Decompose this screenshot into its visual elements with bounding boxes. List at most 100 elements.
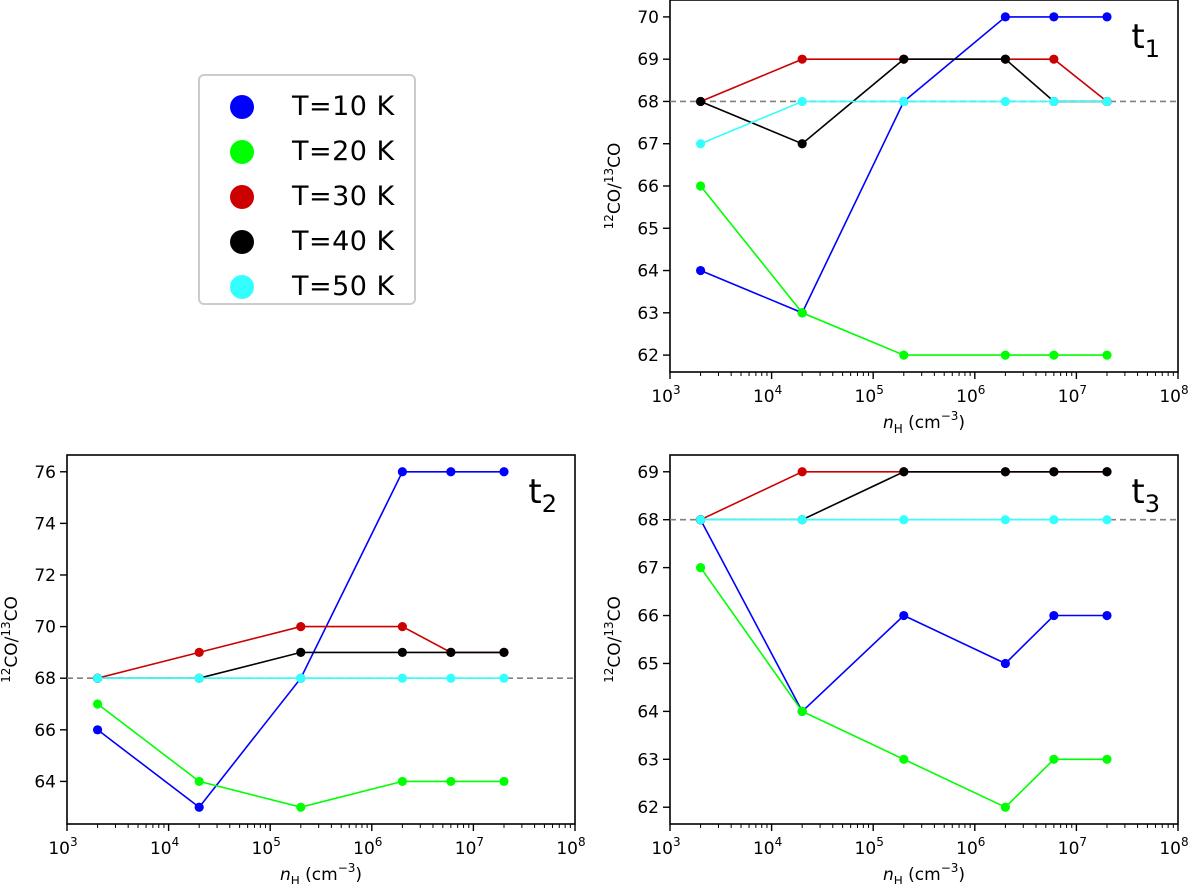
panel-label: t1 <box>1131 17 1160 63</box>
data-point <box>695 181 706 191</box>
data-point <box>92 673 103 683</box>
y-tick-label: 69 <box>637 463 659 483</box>
y-tick-label: 63 <box>637 750 659 770</box>
series-line <box>700 100 1107 145</box>
data-point <box>194 802 204 812</box>
data-point <box>296 802 306 812</box>
data-point <box>194 776 204 787</box>
data-point <box>1000 802 1010 812</box>
data-point <box>797 139 807 149</box>
series-t50 <box>695 515 1112 525</box>
y-axis-label: 12CO/13CO <box>602 596 625 683</box>
y-tick-label: 64 <box>34 772 56 792</box>
y-tick-label: 65 <box>637 654 659 674</box>
data-point <box>1049 96 1059 107</box>
series-t10 <box>695 515 1112 716</box>
data-point <box>1102 610 1112 621</box>
x-tick-label: 105 <box>855 835 884 859</box>
series-line <box>97 703 504 809</box>
y-tick-label: 65 <box>637 219 659 239</box>
legend-entry-t50: T=50 K <box>200 264 414 309</box>
data-point <box>695 563 706 573</box>
data-point <box>695 265 706 276</box>
x-tick-label: 104 <box>753 383 782 407</box>
data-point <box>397 647 407 658</box>
data-point <box>899 754 909 764</box>
plot-frame <box>669 454 1179 825</box>
data-point <box>397 776 407 787</box>
x-tick-label: 105 <box>855 383 884 407</box>
data-point <box>446 647 456 658</box>
y-axis-label: 12CO/13CO <box>0 596 22 683</box>
data-point <box>1049 754 1059 764</box>
x-tick-label: 107 <box>455 835 484 859</box>
plot-frame <box>669 0 1179 373</box>
data-point <box>797 96 807 107</box>
series-t20 <box>695 563 1112 812</box>
panel-label: t3 <box>1131 472 1160 518</box>
y-axis-label: 12CO/13CO <box>602 143 625 230</box>
data-point <box>1000 54 1010 64</box>
y-tick-label: 70 <box>34 618 56 638</box>
legend-label-t50: T=50 K <box>292 271 395 302</box>
data-point <box>296 647 306 658</box>
x-tick-label: 103 <box>651 835 680 859</box>
legend-label-t20: T=20 K <box>292 136 395 167</box>
legend-entry-t10: T=10 K <box>200 84 414 129</box>
x-tick-label: 105 <box>252 835 281 859</box>
x-tick-label: 108 <box>556 835 585 859</box>
y-tick-label: 64 <box>637 262 659 282</box>
series-t20 <box>92 699 509 812</box>
data-point <box>397 467 407 477</box>
data-point <box>1102 96 1112 107</box>
data-point <box>1000 467 1010 477</box>
legend-marker-t50 <box>230 274 254 299</box>
series-line <box>699 567 1107 809</box>
data-point <box>499 673 509 683</box>
y-tick-label: 74 <box>34 514 56 534</box>
data-point <box>1000 96 1010 107</box>
data-point <box>1000 350 1010 360</box>
data-point <box>499 647 509 658</box>
data-point <box>899 610 909 621</box>
data-point <box>446 673 456 683</box>
legend: T=10 K T=20 K T=30 K T=40 K T=50 K <box>198 74 416 305</box>
data-point <box>899 467 909 477</box>
data-point <box>446 467 456 477</box>
chart-panel-t3: 62 63 64 65 66 67 68 69 103 104 105 106 107 108 nH (cm… <box>602 454 1189 884</box>
y-tick-label: 66 <box>637 607 659 627</box>
y-tick-label: 66 <box>637 177 659 197</box>
legend-entry-t40: T=40 K <box>200 219 414 264</box>
data-point <box>1000 515 1010 525</box>
y-tick-label: 70 <box>637 8 659 28</box>
panel-label: t2 <box>528 472 557 518</box>
series-t20 <box>695 181 1112 360</box>
plot-frame <box>66 454 576 825</box>
data-point <box>797 54 807 64</box>
data-point <box>1049 350 1059 360</box>
data-point <box>499 776 509 787</box>
data-point <box>296 673 306 683</box>
x-tick-label: 104 <box>753 835 782 859</box>
data-point <box>499 467 509 477</box>
x-tick-label: 108 <box>1159 383 1188 407</box>
data-point <box>1049 515 1059 525</box>
data-point <box>1102 467 1112 477</box>
data-point <box>1049 467 1059 477</box>
x-tick-label: 103 <box>651 383 680 407</box>
data-point <box>899 350 909 360</box>
data-point <box>194 647 204 658</box>
data-point <box>695 139 706 149</box>
series-t50 <box>92 673 509 683</box>
series-line <box>699 519 1107 713</box>
data-point <box>797 515 807 525</box>
data-point <box>1049 12 1059 22</box>
data-point <box>1049 54 1059 64</box>
legend-marker-t40 <box>230 229 254 254</box>
y-tick-label: 62 <box>637 798 659 818</box>
data-point <box>397 673 407 683</box>
y-tick-label: 62 <box>637 346 659 366</box>
legend-marker-t10 <box>230 94 254 119</box>
y-tick-label: 67 <box>637 135 659 155</box>
